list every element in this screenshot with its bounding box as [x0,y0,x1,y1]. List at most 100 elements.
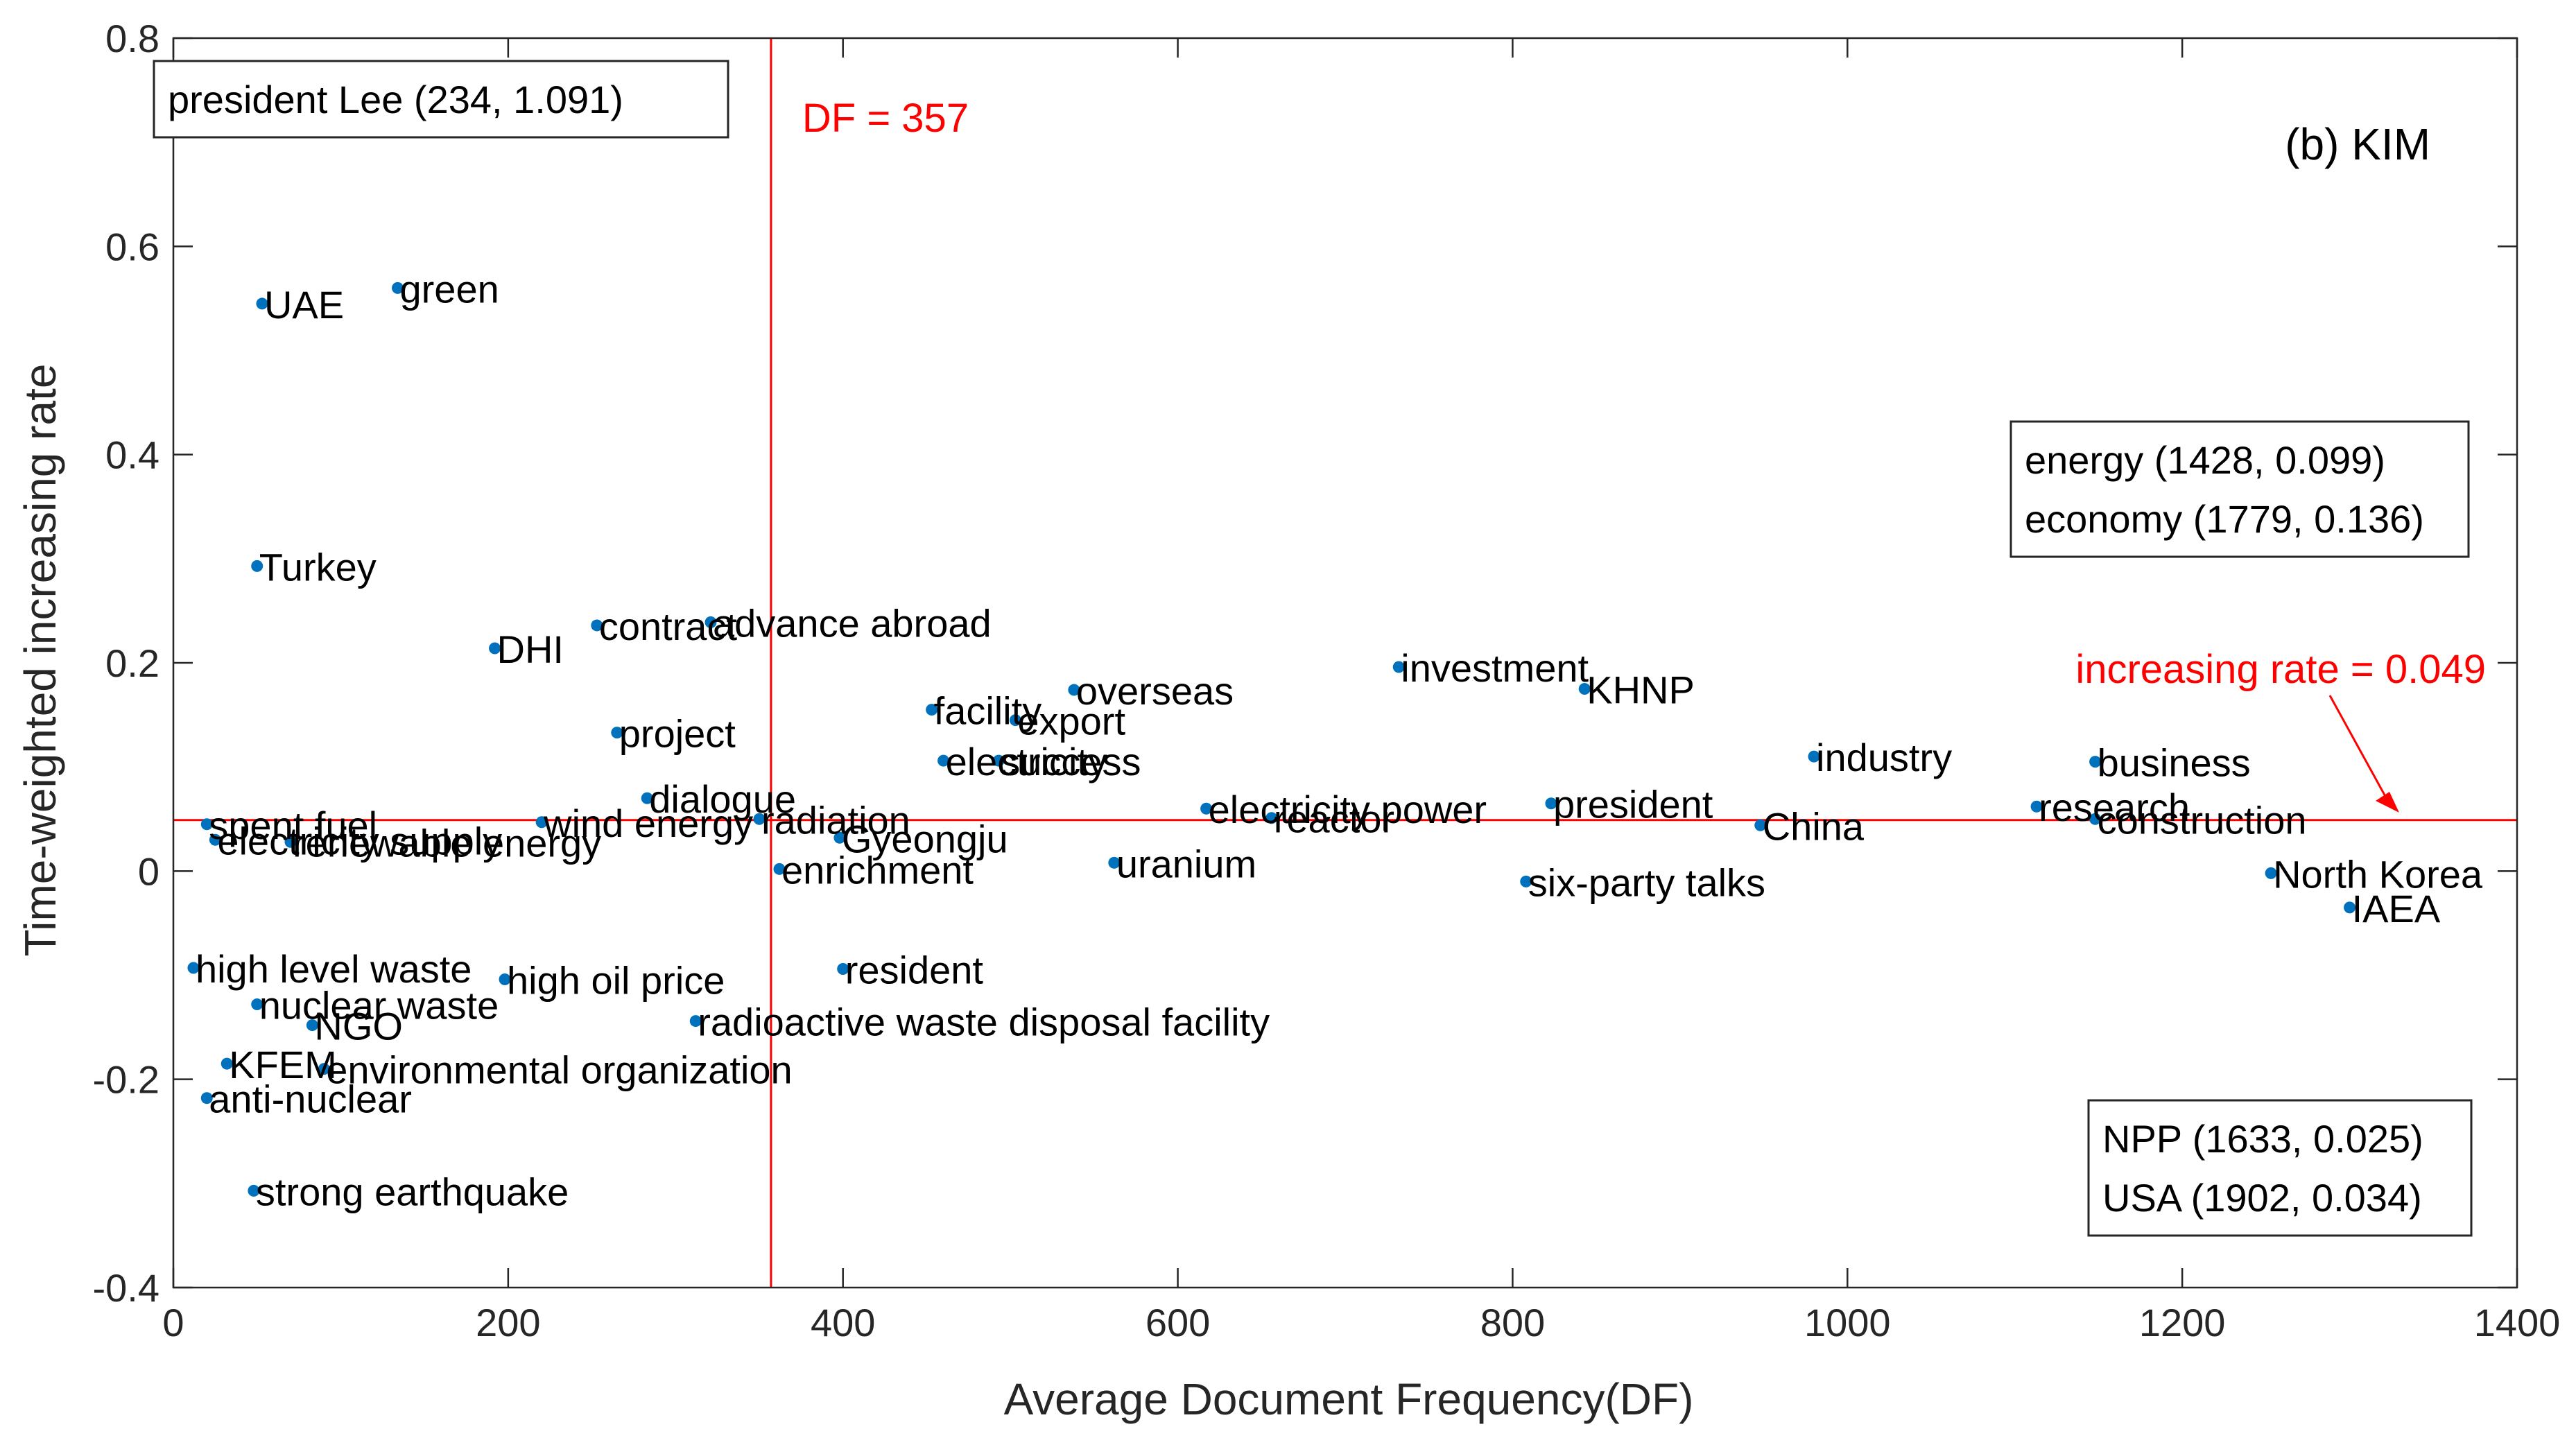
point-label: IAEA [2352,887,2441,930]
y-tick-label: 0.6 [105,225,159,268]
x-tick-label: 1200 [2139,1301,2226,1344]
data-point [489,642,501,655]
data-point [837,962,849,975]
x-tick-label: 0 [162,1301,184,1344]
point-label: construction [2098,798,2307,842]
point-label: NGO [314,1005,403,1048]
data-point [2089,756,2102,768]
point-label: nuclear waste [259,984,499,1028]
point-label: UAE [264,283,344,327]
y-tick-label: 0.4 [105,433,159,477]
point-label: contract [599,605,738,648]
data-point [2030,800,2043,813]
point-label: spent fuel [209,804,377,847]
point-label: KFEM [229,1043,337,1086]
point-label: facility [934,689,1042,733]
point-label: export [1017,700,1125,743]
x-tick-label: 1000 [1804,1301,1891,1344]
point-label: DHI [497,627,564,671]
data-point [284,835,297,848]
point-label: Turkey [259,545,377,589]
point-label: reactor [1274,797,1394,841]
point-label: project [619,712,736,756]
data-point [209,833,221,846]
info-box-right [2009,420,2470,558]
data-point [1009,714,1021,727]
data-point [1754,819,1767,831]
data-point [1520,875,1532,887]
data-point [392,281,404,294]
point-label: electricity power [1209,788,1487,831]
df-threshold-label: DF = 357 [802,96,969,141]
data-point [833,831,846,844]
point-label: president [1553,783,1713,826]
data-point [937,754,950,767]
point-label: industry [1816,736,1952,779]
point-label: wind energy [543,802,753,845]
point-label: anti-nuclear [209,1077,412,1121]
point-label: business [2098,741,2251,785]
data-point [306,1019,318,1032]
point-label: high oil price [507,959,725,1003]
point-label: radioactive waste disposal facility [698,1000,1270,1044]
data-point [1265,812,1278,824]
point-label: high level waste [196,947,472,991]
info-box-bottom-right [2087,1099,2473,1237]
y-axis-title: Time-weighted increasing rate [15,364,65,957]
y-tick-label: -0.4 [93,1266,160,1310]
point-label: radiation [761,798,910,842]
data-point [1068,684,1080,696]
x-tick-label: 200 [476,1301,540,1344]
data-points [187,281,2356,1197]
point-label: electricity supply [217,819,502,863]
point-label: renewable energy [293,821,601,865]
point-label: enrichment [781,848,974,892]
x-axis-title: Average Document Frequency(DF) [1004,1374,1694,1424]
info-box-text: economy (1779, 0.136) [2025,497,2424,541]
data-point [773,863,786,875]
point-label: environmental organization [326,1048,792,1092]
point-label: overseas [1076,669,1234,713]
y-tick-label: 0.2 [105,641,159,685]
x-tick-label: 400 [811,1301,875,1344]
data-point [1545,797,1557,810]
rate-threshold-arrowhead [2376,792,2399,813]
point-label: investment [1401,646,1589,690]
point-label: China [1763,804,1865,848]
reference-lines: DF = 357 increasing rate = 0.049 [173,38,2517,1288]
y-tick-label: 0.8 [105,17,159,60]
data-point [1808,750,1820,763]
data-point [1200,802,1213,815]
data-point [200,1092,213,1105]
point-label: electricity [946,740,1107,783]
point-label: research [2039,786,2190,829]
point-label: advance abroad [713,601,992,645]
data-point [251,998,263,1011]
data-point [1108,856,1121,869]
data-point [1578,683,1591,695]
data-point [753,813,766,825]
data-point [251,560,263,572]
data-point [1392,661,1405,673]
info-box-text: energy (1428, 0.099) [2025,438,2385,482]
x-tick-label: 600 [1146,1301,1210,1344]
info-box-text: president Lee (234, 1.091) [168,78,623,121]
point-label: success [1001,740,1141,783]
info-boxes: president Lee (234, 1.091) energy (1428, … [153,60,2473,1237]
point-label: green [400,267,499,311]
point-label: Gyeongju [842,817,1008,860]
data-point [689,1015,702,1028]
data-point [200,818,213,831]
panel-label: (b) KIM [2285,119,2430,169]
rate-threshold-label: increasing rate = 0.049 [2075,647,2486,692]
data-point [318,1063,330,1075]
point-label: resident [845,948,984,991]
data-point [926,704,938,716]
data-point [611,727,623,739]
data-point [187,962,200,974]
axes: 0 200 400 600 800 1000 1200 1400 -0.4 -0.2 0 0.2 0.4… [93,17,2561,1344]
data-point [591,619,603,632]
data-point [704,616,717,628]
